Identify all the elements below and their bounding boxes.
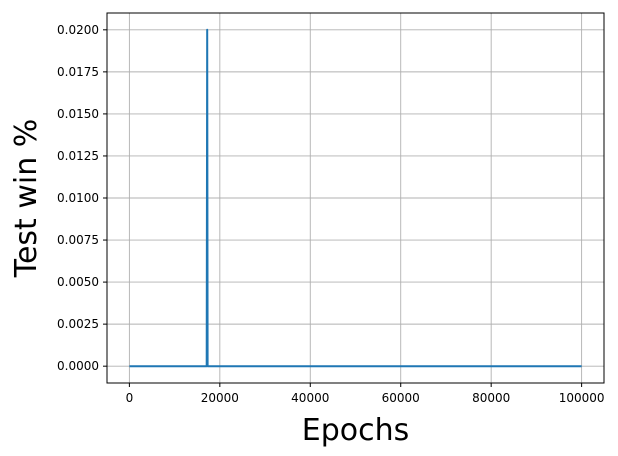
grid	[107, 13, 604, 383]
y-tick-label: 0.0075	[57, 233, 99, 247]
y-tick-label: 0.0150	[57, 107, 99, 121]
series-line	[129, 28, 582, 368]
y-tick-label: 0.0050	[57, 275, 99, 289]
x-tick-label: 60000	[382, 391, 420, 405]
y-tick-label: 0.0100	[57, 191, 99, 205]
y-ticks: 0.0000 0.0025 0.0050 0.0075 0.0100 0.0125 0.01…	[57, 23, 107, 373]
y-tick-label: 0.0025	[57, 317, 99, 331]
x-tick-label: 0	[126, 391, 134, 405]
y-tick-label: 0.0000	[57, 359, 99, 373]
y-tick-label: 0.0200	[57, 23, 99, 37]
x-tick-label: 100000	[559, 391, 605, 405]
y-axis-label: Test win %	[9, 119, 44, 279]
y-tick-label: 0.0125	[57, 149, 99, 163]
series-layer	[129, 28, 582, 368]
x-tick-label: 80000	[472, 391, 510, 405]
x-tick-label: 20000	[201, 391, 239, 405]
x-ticks: 0 20000 40000 60000 80000 100000	[126, 383, 605, 405]
x-axis-label: Epochs	[302, 413, 410, 448]
y-tick-label: 0.0175	[57, 65, 99, 79]
x-tick-label: 40000	[291, 391, 329, 405]
